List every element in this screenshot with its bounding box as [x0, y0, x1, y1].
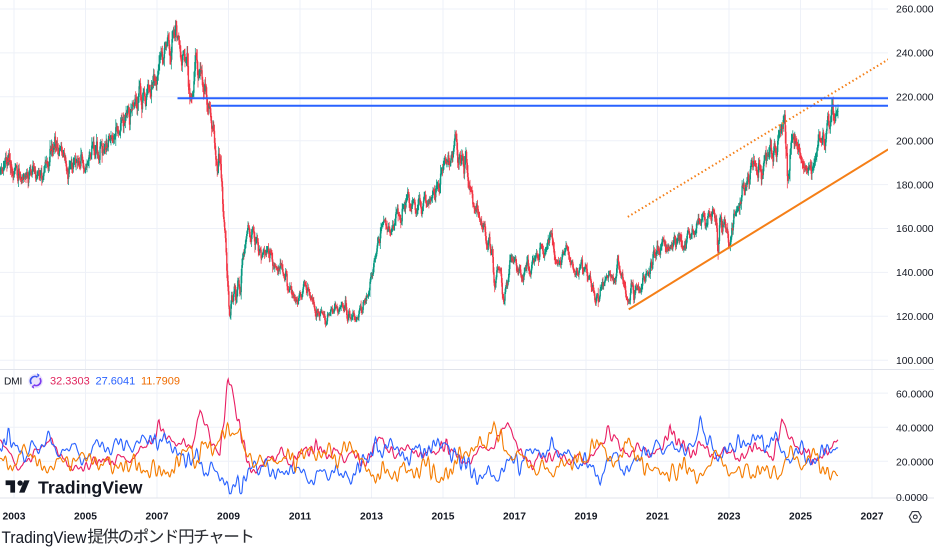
svg-text:140.000: 140.000 [896, 268, 934, 279]
svg-text:180.000: 180.000 [896, 180, 934, 191]
svg-text:2021: 2021 [646, 511, 669, 522]
svg-text:DMI: DMI [4, 376, 22, 387]
svg-text:2019: 2019 [575, 511, 598, 522]
svg-text:2015: 2015 [432, 511, 455, 522]
svg-text:60.0000: 60.0000 [896, 389, 934, 400]
svg-text:2005: 2005 [74, 511, 97, 522]
svg-text:TradingView: TradingView [38, 477, 143, 497]
svg-text:2011: 2011 [289, 511, 312, 522]
svg-text:2017: 2017 [503, 511, 526, 522]
svg-text:2009: 2009 [217, 511, 240, 522]
svg-text:120.000: 120.000 [896, 312, 934, 323]
svg-text:100.000: 100.000 [896, 356, 934, 367]
svg-text:40.0000: 40.0000 [896, 423, 934, 434]
svg-text:2003: 2003 [3, 511, 26, 522]
svg-text:2007: 2007 [146, 511, 169, 522]
svg-text:27.6041: 27.6041 [96, 376, 136, 388]
svg-text:TradingView: TradingView [2, 528, 88, 547]
svg-text:2013: 2013 [360, 511, 383, 522]
svg-text:2025: 2025 [789, 511, 812, 522]
svg-text:260.000: 260.000 [896, 5, 934, 16]
svg-text:200.000: 200.000 [896, 136, 934, 147]
svg-text:11.7909: 11.7909 [141, 376, 180, 388]
svg-text:0.0000: 0.0000 [896, 493, 928, 504]
svg-text:2023: 2023 [718, 511, 741, 522]
svg-text:240.000: 240.000 [896, 49, 934, 60]
svg-text:2027: 2027 [861, 511, 884, 522]
svg-text:220.000: 220.000 [896, 93, 934, 104]
svg-text:20.0000: 20.0000 [896, 458, 934, 469]
svg-text:160.000: 160.000 [896, 224, 934, 235]
svg-text:32.3303: 32.3303 [50, 376, 90, 388]
